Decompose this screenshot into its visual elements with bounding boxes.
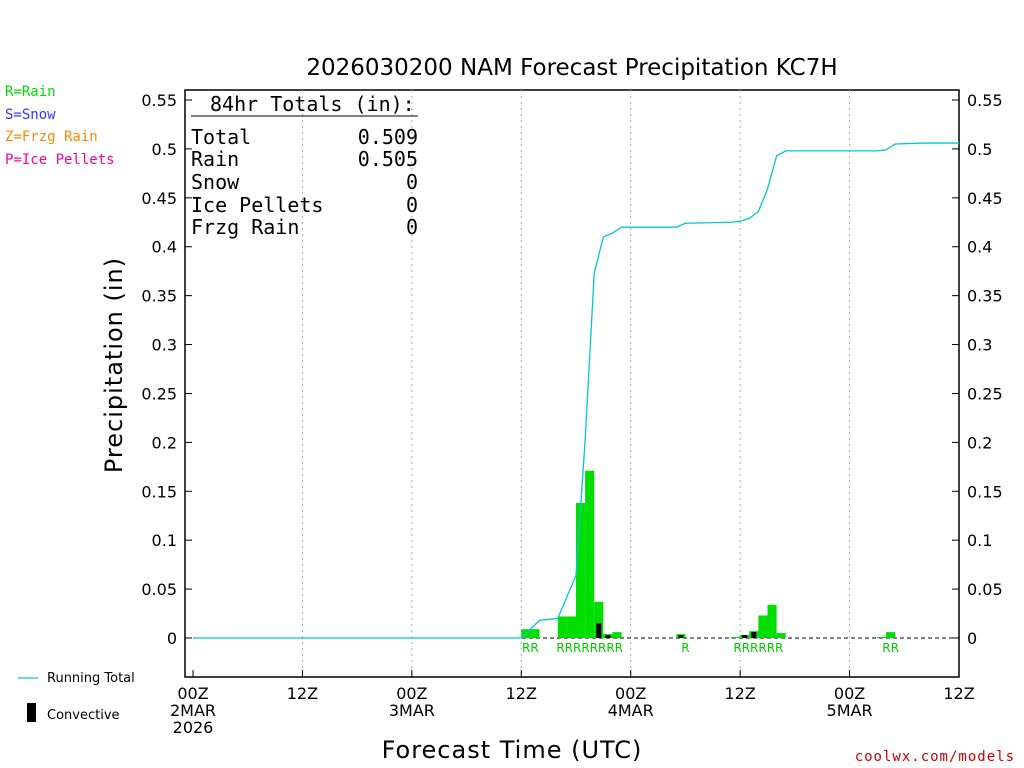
rain-bar xyxy=(530,629,540,638)
plot-frame xyxy=(184,89,960,678)
y-tick-label-right: 0.4 xyxy=(967,238,992,257)
y-ticks: 0.55 0.55 0.5 0.5 0.45 0.45 0.4 0.4 0.35 0.35 0.3 0… xyxy=(141,91,1002,648)
rain-bar xyxy=(557,616,567,638)
y-tick-label: 0.05 xyxy=(141,580,177,599)
rain-bar xyxy=(758,615,768,638)
chart-title: 2026030200 NAM Forecast Precipitation KC… xyxy=(306,55,837,81)
y-tick-label: 0.15 xyxy=(141,482,177,501)
y-axis-title: Precipitation (in) xyxy=(100,257,128,473)
x-tick-label: 2MAR xyxy=(170,701,216,720)
y-tick-label-right: 0.35 xyxy=(967,287,1003,306)
totals-value-ice-pellets: 0 xyxy=(406,193,418,217)
ptype-label: RRRRRR xyxy=(733,641,783,655)
rain-bar xyxy=(776,633,786,638)
y-tick-label-right: 0.15 xyxy=(967,482,1003,501)
y-tick-label: 0.1 xyxy=(152,531,177,550)
y-tick-label: 0.55 xyxy=(141,91,177,110)
convective-bar xyxy=(742,635,748,638)
rain-bar xyxy=(731,637,741,638)
y-tick-label: 0.35 xyxy=(141,287,177,306)
x-tick-label: 12Z xyxy=(724,684,755,703)
ptype-label: R xyxy=(681,641,689,655)
y-tick-label-right: 0.3 xyxy=(967,336,992,355)
y-tick-label-right: 0 xyxy=(967,629,977,648)
y-tick-label-right: 0.2 xyxy=(967,433,992,452)
bottom-legend: Running Total Convective xyxy=(18,671,135,723)
y-tick-label-right: 0.1 xyxy=(967,531,992,550)
totals-value-total: 0.509 xyxy=(358,125,418,149)
convective-bar xyxy=(596,623,602,638)
legend-ice-pellets: P=Ice Pellets xyxy=(5,152,115,168)
rain-bar xyxy=(585,470,595,638)
rain-bar xyxy=(566,616,576,638)
legend-snow: S=Snow xyxy=(5,107,56,123)
ptype-label: RR xyxy=(882,641,899,655)
x-tick-label: 4MAR xyxy=(608,701,654,720)
x-axis-title: Forecast Time (UTC) xyxy=(382,736,643,764)
convective-bar xyxy=(678,635,684,638)
y-tick-label-right: 0.45 xyxy=(967,189,1003,208)
x-tick-label: 2026 xyxy=(173,718,214,737)
y-tick-label: 0.25 xyxy=(141,384,177,403)
totals-label-rain: Rain xyxy=(191,147,239,171)
x-tick-label: 12Z xyxy=(287,684,318,703)
y-tick-label-right: 0.55 xyxy=(967,91,1003,110)
rain-bar xyxy=(576,503,586,638)
x-tick-label: 3MAR xyxy=(389,701,435,720)
rain-bar xyxy=(767,604,777,638)
y-tick-label-right: 0.5 xyxy=(967,140,992,159)
ptype-label: RRRRRRRR xyxy=(556,641,623,655)
y-tick-label: 0.45 xyxy=(141,189,177,208)
y-tick-label: 0.2 xyxy=(152,433,177,452)
totals-value-frzg-rain: 0 xyxy=(406,215,418,239)
ptype-label: RR xyxy=(522,641,539,655)
rain-bar xyxy=(886,632,896,638)
x-tick-label: 12Z xyxy=(943,684,974,703)
running-total-line xyxy=(193,142,959,639)
y-tick-label: 0.3 xyxy=(152,336,177,355)
y-tick-label: 0.5 xyxy=(152,140,177,159)
legend-frzg-rain: Z=Frzg Rain xyxy=(5,129,98,145)
totals-box: 84hr Totals (in): Total 0.509 Rain 0.505… xyxy=(191,92,418,239)
credit-link[interactable]: coolwx.com/models xyxy=(855,749,1015,765)
x-tick-label: 00Z xyxy=(615,684,646,703)
y-tick-label: 0.4 xyxy=(152,238,177,257)
rain-bar xyxy=(594,601,604,638)
y-tick-label-right: 0.25 xyxy=(967,384,1003,403)
convective-bar xyxy=(605,635,611,638)
totals-label-snow: Snow xyxy=(191,170,240,194)
legend-running-total-label: Running Total xyxy=(47,671,135,686)
totals-value-rain: 0.505 xyxy=(358,147,418,171)
totals-label-total: Total xyxy=(191,125,251,149)
totals-label-ice-pellets: Ice Pellets xyxy=(191,193,323,217)
rain-bar xyxy=(612,632,622,638)
totals-label-frzg-rain: Frzg Rain xyxy=(191,215,299,239)
convective-bar xyxy=(751,632,757,638)
ptype-legend: R=Rain S=Snow Z=Frzg Rain P=Ice Pellets xyxy=(5,84,115,168)
legend-rain: R=Rain xyxy=(5,84,56,100)
x-tick-label: 12Z xyxy=(506,684,537,703)
totals-header: 84hr Totals (in): xyxy=(210,92,415,116)
convective-bars xyxy=(596,623,757,638)
grid-lines xyxy=(301,90,851,677)
rain-bar xyxy=(876,637,887,638)
totals-value-snow: 0 xyxy=(406,170,418,194)
ptype-labels: RR RRRRRRRR R RRRRRR RR xyxy=(522,641,899,655)
x-tick-label: 00Z xyxy=(396,684,427,703)
x-tick-label: 5MAR xyxy=(827,701,873,720)
y-tick-label-right: 0.05 xyxy=(967,580,1003,599)
x-tick-label: 00Z xyxy=(177,684,208,703)
legend-convective-label: Convective xyxy=(47,708,120,723)
y-tick-label: 0 xyxy=(167,629,177,648)
legend-convective-swatch xyxy=(27,703,36,722)
x-tick-label: 00Z xyxy=(834,684,865,703)
